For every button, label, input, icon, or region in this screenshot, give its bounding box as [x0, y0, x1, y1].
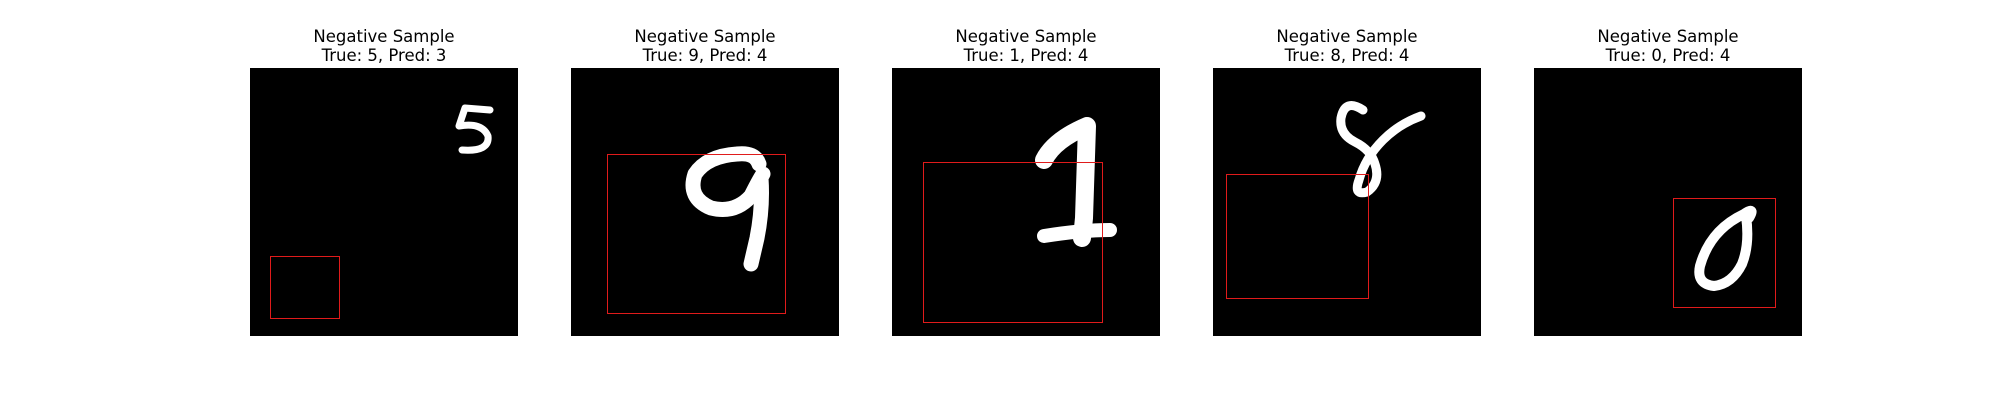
panel-title: Negative Sample True: 5, Pred: 3 [220, 27, 548, 65]
digit-9-icon [685, 146, 771, 272]
panel-title-line1: Negative Sample [955, 27, 1097, 46]
panel-title-line2: True: 8, Pred: 4 [1284, 46, 1410, 65]
sample-panel-3: Negative Sample True: 1, Pred: 4 [892, 0, 1160, 400]
panel-title: Negative Sample True: 0, Pred: 4 [1504, 27, 1832, 65]
prediction-box [270, 256, 340, 319]
sample-panel-1: Negative Sample True: 5, Pred: 3 [250, 0, 518, 400]
digit-image [1534, 68, 1802, 336]
sample-panel-5: Negative Sample True: 0, Pred: 4 [1534, 0, 1802, 400]
panel-title-line2: True: 1, Pred: 4 [963, 46, 1089, 65]
panel-title-line1: Negative Sample [313, 27, 455, 46]
panel-title-line2: True: 9, Pred: 4 [642, 46, 768, 65]
panel-title-line1: Negative Sample [1597, 27, 1739, 46]
panel-title: Negative Sample True: 8, Pred: 4 [1183, 27, 1511, 65]
sample-panel-4: Negative Sample True: 8, Pred: 4 [1213, 0, 1481, 400]
panel-title: Negative Sample True: 1, Pred: 4 [862, 27, 1190, 65]
digit-image [571, 68, 839, 336]
digit-image [892, 68, 1160, 336]
digit-8-icon [1336, 101, 1426, 198]
prediction-box [1673, 198, 1776, 308]
digit-1-icon [1035, 117, 1117, 247]
panel-title-line1: Negative Sample [634, 27, 776, 46]
digit-5-icon [455, 104, 494, 154]
panel-title-line2: True: 5, Pred: 3 [321, 46, 447, 65]
sample-panel-2: Negative Sample True: 9, Pred: 4 [571, 0, 839, 400]
digit-0-icon [1694, 205, 1757, 291]
digit-image [250, 68, 518, 336]
panel-title: Negative Sample True: 9, Pred: 4 [541, 27, 869, 65]
digit-image [1213, 68, 1481, 336]
prediction-box [607, 154, 786, 314]
prediction-box [1226, 174, 1369, 299]
panel-title-line2: True: 0, Pred: 4 [1605, 46, 1731, 65]
panel-title-line1: Negative Sample [1276, 27, 1418, 46]
prediction-box [923, 162, 1103, 323]
